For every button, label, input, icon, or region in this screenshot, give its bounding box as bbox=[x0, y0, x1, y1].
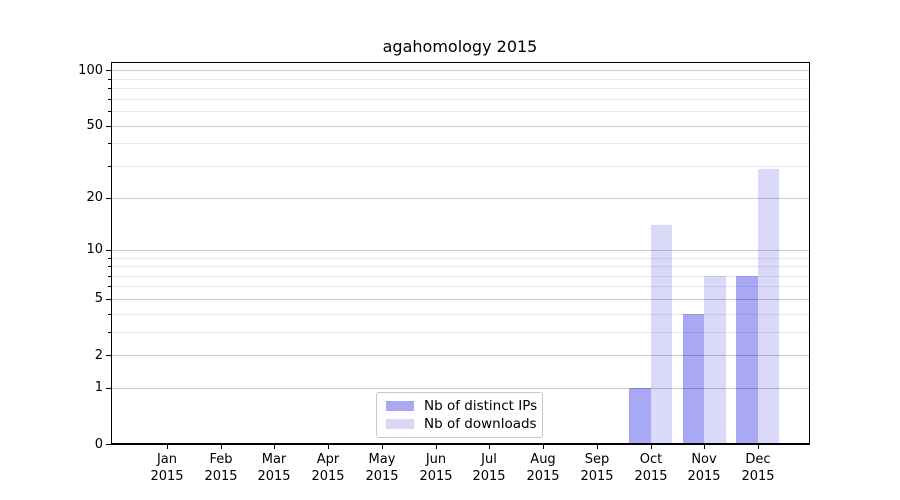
chart-title: agahomology 2015 bbox=[382, 37, 538, 56]
y-gridline-minor-90 bbox=[111, 79, 809, 80]
y-minor-tick-7 bbox=[108, 276, 111, 277]
y-gridline-2 bbox=[111, 355, 809, 356]
bar-nb-of-distinct-ips-nov-2015 bbox=[682, 313, 705, 444]
x-tick-label-sep-2015: Sep 2015 bbox=[580, 452, 614, 484]
legend-label-nb-of-distinct-ips: Nb of distinct IPs bbox=[424, 398, 538, 414]
x-tick-apr-2015 bbox=[328, 444, 329, 449]
left-spine bbox=[111, 62, 112, 445]
y-gridline-minor-7 bbox=[111, 276, 809, 277]
legend-label-nb-of-downloads: Nb of downloads bbox=[424, 416, 537, 432]
x-tick-label-mar-2015: Mar 2015 bbox=[257, 452, 291, 484]
y-gridline-1 bbox=[111, 388, 809, 389]
y-tick-label-20: 20 bbox=[86, 190, 103, 205]
y-gridline-50 bbox=[111, 126, 809, 127]
y-tick-1 bbox=[106, 388, 111, 389]
y-gridline-minor-60 bbox=[111, 111, 809, 112]
y-tick-label-100: 100 bbox=[78, 63, 103, 78]
x-tick-label-may-2015: May 2015 bbox=[365, 452, 399, 484]
y-tick-label-10: 10 bbox=[86, 242, 103, 257]
x-tick-label-dec-2015: Dec 2015 bbox=[741, 452, 775, 484]
x-tick-oct-2015 bbox=[651, 444, 652, 449]
y-minor-tick-80 bbox=[108, 88, 111, 89]
y-minor-tick-30 bbox=[108, 166, 111, 167]
y-gridline-minor-3 bbox=[111, 332, 809, 333]
x-tick-label-aug-2015: Aug 2015 bbox=[526, 452, 560, 484]
y-tick-10 bbox=[106, 250, 111, 251]
y-tick-100 bbox=[106, 70, 111, 71]
y-tick-50 bbox=[106, 126, 111, 127]
x-tick-label-jan-2015: Jan 2015 bbox=[150, 452, 184, 484]
x-tick-jan-2015 bbox=[167, 444, 168, 449]
x-tick-jul-2015 bbox=[489, 444, 490, 449]
y-tick-2 bbox=[106, 355, 111, 356]
bar-nb-of-distinct-ips-dec-2015 bbox=[736, 275, 758, 444]
y-tick-label-50: 50 bbox=[86, 118, 103, 133]
plot-area: Nb of distinct IPs Nb of downloads bbox=[111, 62, 809, 444]
y-gridline-minor-40 bbox=[111, 143, 809, 144]
legend-item-nb-of-distinct-ips: Nb of distinct IPs bbox=[386, 397, 537, 415]
bar-nb-of-distinct-ips-oct-2015 bbox=[629, 387, 651, 444]
y-minor-tick-90 bbox=[108, 79, 111, 80]
y-minor-tick-6 bbox=[108, 286, 111, 287]
y-gridline-20 bbox=[111, 198, 809, 199]
bar-nb-of-downloads-oct-2015 bbox=[650, 224, 673, 444]
x-tick-feb-2015 bbox=[221, 444, 222, 449]
y-tick-label-0: 0 bbox=[94, 437, 103, 452]
x-tick-label-jul-2015: Jul 2015 bbox=[472, 452, 506, 484]
x-tick-aug-2015 bbox=[543, 444, 544, 449]
y-minor-tick-60 bbox=[108, 111, 111, 112]
y-minor-tick-8 bbox=[108, 266, 111, 267]
legend-swatch-nb-of-downloads bbox=[386, 419, 414, 429]
y-gridline-minor-8 bbox=[111, 266, 809, 267]
x-tick-may-2015 bbox=[382, 444, 383, 449]
legend-swatch-nb-of-distinct-ips bbox=[386, 401, 414, 411]
y-gridline-minor-70 bbox=[111, 99, 809, 100]
y-minor-tick-9 bbox=[108, 258, 111, 259]
y-gridline-100 bbox=[111, 70, 809, 71]
y-tick-20 bbox=[106, 198, 111, 199]
bar-nb-of-downloads-nov-2015 bbox=[704, 275, 726, 444]
y-gridline-minor-6 bbox=[111, 286, 809, 287]
x-tick-dec-2015 bbox=[758, 444, 759, 449]
y-tick-label-2: 2 bbox=[94, 348, 103, 363]
y-tick-0 bbox=[106, 444, 111, 445]
x-tick-label-jun-2015: Jun 2015 bbox=[419, 452, 453, 484]
y-gridline-10 bbox=[111, 250, 809, 251]
legend-item-nb-of-downloads: Nb of downloads bbox=[386, 415, 537, 433]
y-minor-tick-4 bbox=[108, 314, 111, 315]
legend: Nb of distinct IPs Nb of downloads bbox=[376, 392, 543, 438]
y-gridline-minor-9 bbox=[111, 258, 809, 259]
bottom-spine bbox=[111, 443, 810, 445]
y-minor-tick-3 bbox=[108, 332, 111, 333]
x-tick-nov-2015 bbox=[704, 444, 705, 449]
bar-nb-of-downloads-dec-2015 bbox=[757, 168, 780, 444]
y-gridline-5 bbox=[111, 299, 809, 300]
y-gridline-minor-30 bbox=[111, 166, 809, 167]
y-minor-tick-70 bbox=[108, 99, 111, 100]
y-tick-label-1: 1 bbox=[94, 380, 103, 395]
x-tick-sep-2015 bbox=[597, 444, 598, 449]
x-tick-jun-2015 bbox=[436, 444, 437, 449]
x-tick-label-oct-2015: Oct 2015 bbox=[634, 452, 668, 484]
x-tick-mar-2015 bbox=[274, 444, 275, 449]
y-minor-tick-40 bbox=[108, 143, 111, 144]
x-tick-label-apr-2015: Apr 2015 bbox=[311, 452, 345, 484]
right-spine bbox=[809, 62, 810, 445]
x-tick-label-feb-2015: Feb 2015 bbox=[204, 452, 238, 484]
y-tick-5 bbox=[106, 299, 111, 300]
y-gridline-minor-4 bbox=[111, 314, 809, 315]
top-spine bbox=[111, 62, 810, 63]
x-tick-label-nov-2015: Nov 2015 bbox=[687, 452, 721, 484]
y-tick-label-5: 5 bbox=[94, 291, 103, 306]
y-gridline-minor-80 bbox=[111, 88, 809, 89]
